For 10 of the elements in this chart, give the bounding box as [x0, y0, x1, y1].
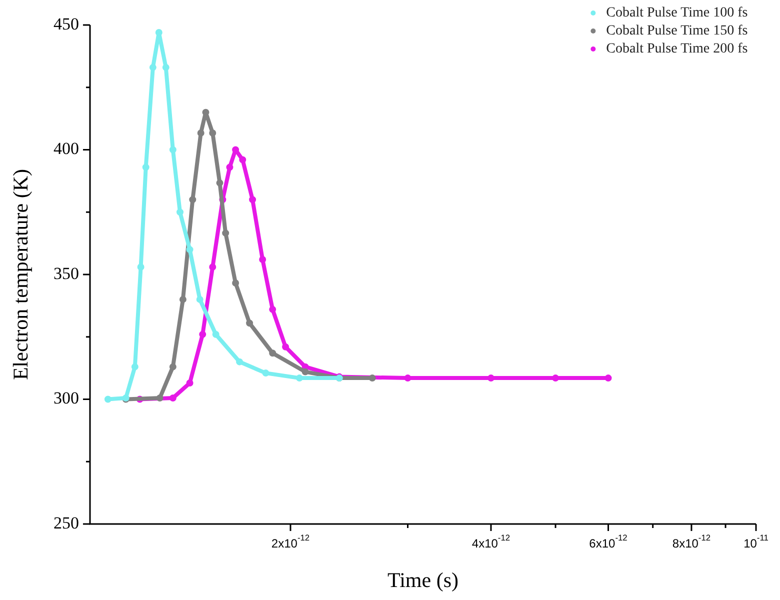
x-axis-title: Time (s)	[388, 568, 458, 592]
y-tick-label: 250	[54, 513, 79, 532]
y-tick-label: 400	[54, 139, 79, 158]
legend-label: Cobalt Pulse Time 100 fs	[606, 6, 748, 21]
y-tick-label: 350	[54, 264, 79, 283]
y-tick-label: 300	[54, 388, 79, 408]
y-tick-label: 450	[54, 14, 79, 34]
y-axis-title: Electron temperature (K)	[8, 168, 33, 380]
legend-label: Cobalt Pulse Time 150 fs	[606, 24, 748, 39]
legend-label: Cobalt Pulse Time 200 fs	[606, 42, 748, 57]
